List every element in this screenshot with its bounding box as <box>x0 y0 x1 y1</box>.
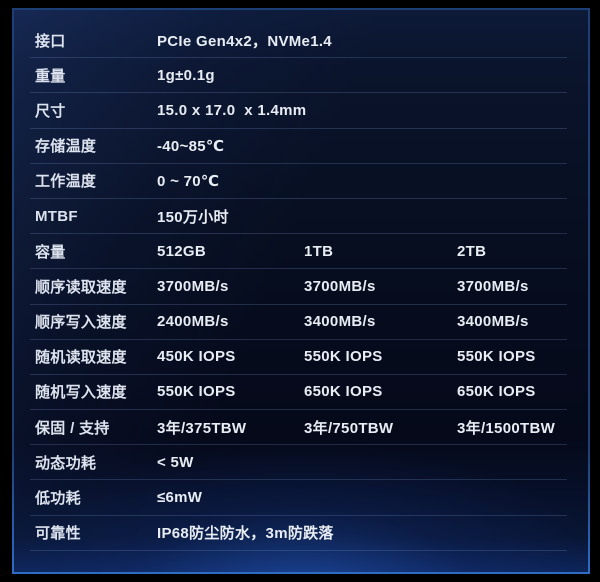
row-label: 动态功耗 <box>35 454 97 472</box>
row-label: 保固 / 支持 <box>35 419 110 437</box>
row-label: 随机读取速度 <box>35 349 127 367</box>
table-row: 保固 / 支持 3年/375TBW 3年/750TBW 3年/1500TBW <box>30 410 567 446</box>
row-value: 550K IOPS <box>304 348 383 366</box>
table-row: 可靠性 IP68防尘防水，3m防跌落 <box>30 516 567 551</box>
row-label: 工作温度 <box>35 173 97 191</box>
row-value: 15.0 x 17.0 x 1.4mm <box>157 101 307 119</box>
row-value: 3400MB/s <box>457 313 529 331</box>
row-value: 3400MB/s <box>304 313 376 331</box>
row-value: 3700MB/s <box>457 277 529 295</box>
table-row: 容量 512GB 1TB 2TB <box>30 234 567 270</box>
row-value: 0 ~ 70℃ <box>157 172 220 190</box>
table-row: 存储温度 -40~85℃ <box>30 129 567 164</box>
table-row: 随机写入速度 550K IOPS 650K IOPS 650K IOPS <box>30 375 567 411</box>
row-value: -40~85℃ <box>157 137 225 155</box>
row-label: 随机写入速度 <box>35 384 127 402</box>
table-row: 低功耗 ≤6mW <box>30 480 567 516</box>
spec-panel: 接口 PCIe Gen4x2，NVMe1.4 重量 1g±0.1g 尺寸 15.0 x 1… <box>12 8 590 574</box>
table-row: 动态功耗 < 5W <box>30 445 567 481</box>
row-value: 3700MB/s <box>157 277 229 295</box>
table-row: 尺寸 15.0 x 17.0 x 1.4mm <box>30 93 567 129</box>
row-value: 3年/750TBW <box>304 419 394 437</box>
row-value: < 5W <box>157 453 194 471</box>
row-value: 3年/1500TBW <box>457 419 556 437</box>
row-value: IP68防尘防水，3m防跌落 <box>157 525 334 543</box>
table-row: 接口 PCIe Gen4x2，NVMe1.4 <box>30 23 567 59</box>
row-value: 2400MB/s <box>157 313 229 331</box>
row-label: 存储温度 <box>35 138 97 156</box>
table-row: MTBF 150万小时 <box>30 199 567 235</box>
table-row: 顺序写入速度 2400MB/s 3400MB/s 3400MB/s <box>30 305 567 340</box>
table-row: 重量 1g±0.1g <box>30 58 567 94</box>
row-label: 低功耗 <box>35 490 81 508</box>
row-value: 150万小时 <box>157 208 229 226</box>
row-value: 2TB <box>457 242 487 260</box>
row-value: 1TB <box>304 242 334 260</box>
row-value: 450K IOPS <box>157 348 236 366</box>
row-label: 顺序读取速度 <box>35 278 127 296</box>
row-value: PCIe Gen4x2，NVMe1.4 <box>157 32 332 50</box>
row-value: 1g±0.1g <box>157 66 215 84</box>
spec-table: 接口 PCIe Gen4x2，NVMe1.4 重量 1g±0.1g 尺寸 15.0 x 1… <box>30 10 567 551</box>
table-row: 顺序读取速度 3700MB/s 3700MB/s 3700MB/s <box>30 269 567 305</box>
row-value: 550K IOPS <box>157 383 236 401</box>
row-value: ≤6mW <box>157 489 203 507</box>
row-value: 650K IOPS <box>304 383 383 401</box>
row-label: 顺序写入速度 <box>35 314 127 332</box>
row-value: 650K IOPS <box>457 383 536 401</box>
row-value: 3年/375TBW <box>157 419 247 437</box>
row-value: 512GB <box>157 242 207 260</box>
row-label: 可靠性 <box>35 525 81 543</box>
row-value: 550K IOPS <box>457 348 536 366</box>
row-value: 3700MB/s <box>304 277 376 295</box>
row-label: 容量 <box>35 243 66 261</box>
row-label: MTBF <box>35 207 78 225</box>
table-row: 工作温度 0 ~ 70℃ <box>30 164 567 199</box>
row-label: 重量 <box>35 67 66 85</box>
row-label: 尺寸 <box>35 102 66 120</box>
table-row: 随机读取速度 450K IOPS 550K IOPS 550K IOPS <box>30 340 567 375</box>
row-label: 接口 <box>35 32 66 50</box>
